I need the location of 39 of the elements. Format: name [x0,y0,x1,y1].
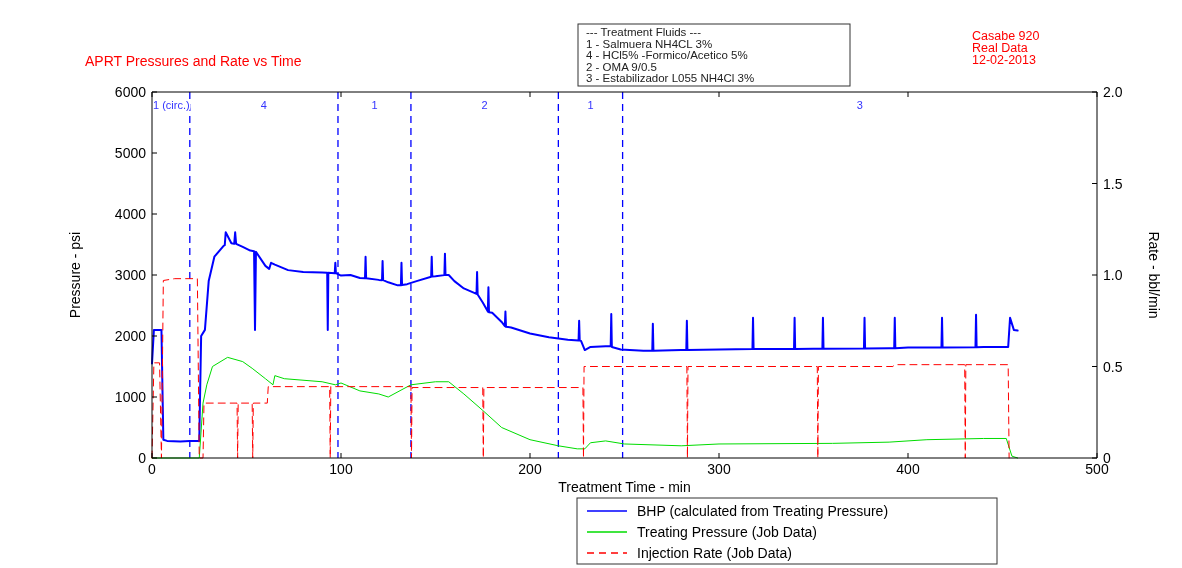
legend-label: BHP (calculated from Treating Pressure) [637,503,889,519]
legend-label: Injection Rate (Job Data) [637,545,792,561]
y2-tick-label: 1.0 [1103,267,1123,283]
text: Real Data [972,41,1028,55]
text: 1 - Salmuera NH4CL 3% [586,37,713,50]
x-tick-label: 0 [148,461,157,477]
text: 2 - OMA 9/0.5 [586,60,657,73]
chart-title: APRT Pressures and Rate vs Time [85,53,302,69]
y2-tick-label: 0.5 [1103,358,1123,375]
y2-tick-label: 1.5 [1103,175,1123,192]
text: --- Treatment Fluids --- [586,26,702,38]
text: 12-02-2013 [972,53,1036,67]
text: 4 - HCl5% -Formico/Acetico 5% [586,49,748,61]
annotation: 1 [371,99,378,111]
text: Casabe 920 [972,29,1040,43]
x-axis-title: Treatment Time - min [558,479,691,495]
annotation: 3 [856,99,863,111]
y-tick-label: 3000 [114,267,147,283]
x-tick-label: 300 [707,461,731,477]
y-tick-label: 0 [138,450,147,466]
y2-tick-label: 2.0 [1103,84,1123,100]
annotation: 2 [481,99,488,111]
line-series [151,278,1010,459]
x-tick-label: 400 [896,461,920,477]
annotation: 4 [260,99,267,111]
x-tick-label: 100 [329,461,353,477]
y-tick-label: 4000 [114,206,147,222]
y2-axis-title: Rate - bbl/min [1146,231,1162,319]
text: 3 - Estabilizador L055 NH4Cl 3% [586,72,755,84]
y-tick-label: 6000 [114,84,147,100]
y2-tick-label: 0 [1103,450,1111,466]
y-axis-title: Pressure - psi [67,231,83,319]
annotation: 1 (circ.) [153,99,190,111]
y-tick-label: 2000 [114,328,147,344]
y-tick-label: 5000 [114,145,147,161]
x-tick-label: 200 [518,461,542,477]
annotation: 1 [587,99,594,111]
y-tick-label: 1000 [114,389,147,405]
legend-label: Treating Pressure (Job Data) [637,524,817,540]
